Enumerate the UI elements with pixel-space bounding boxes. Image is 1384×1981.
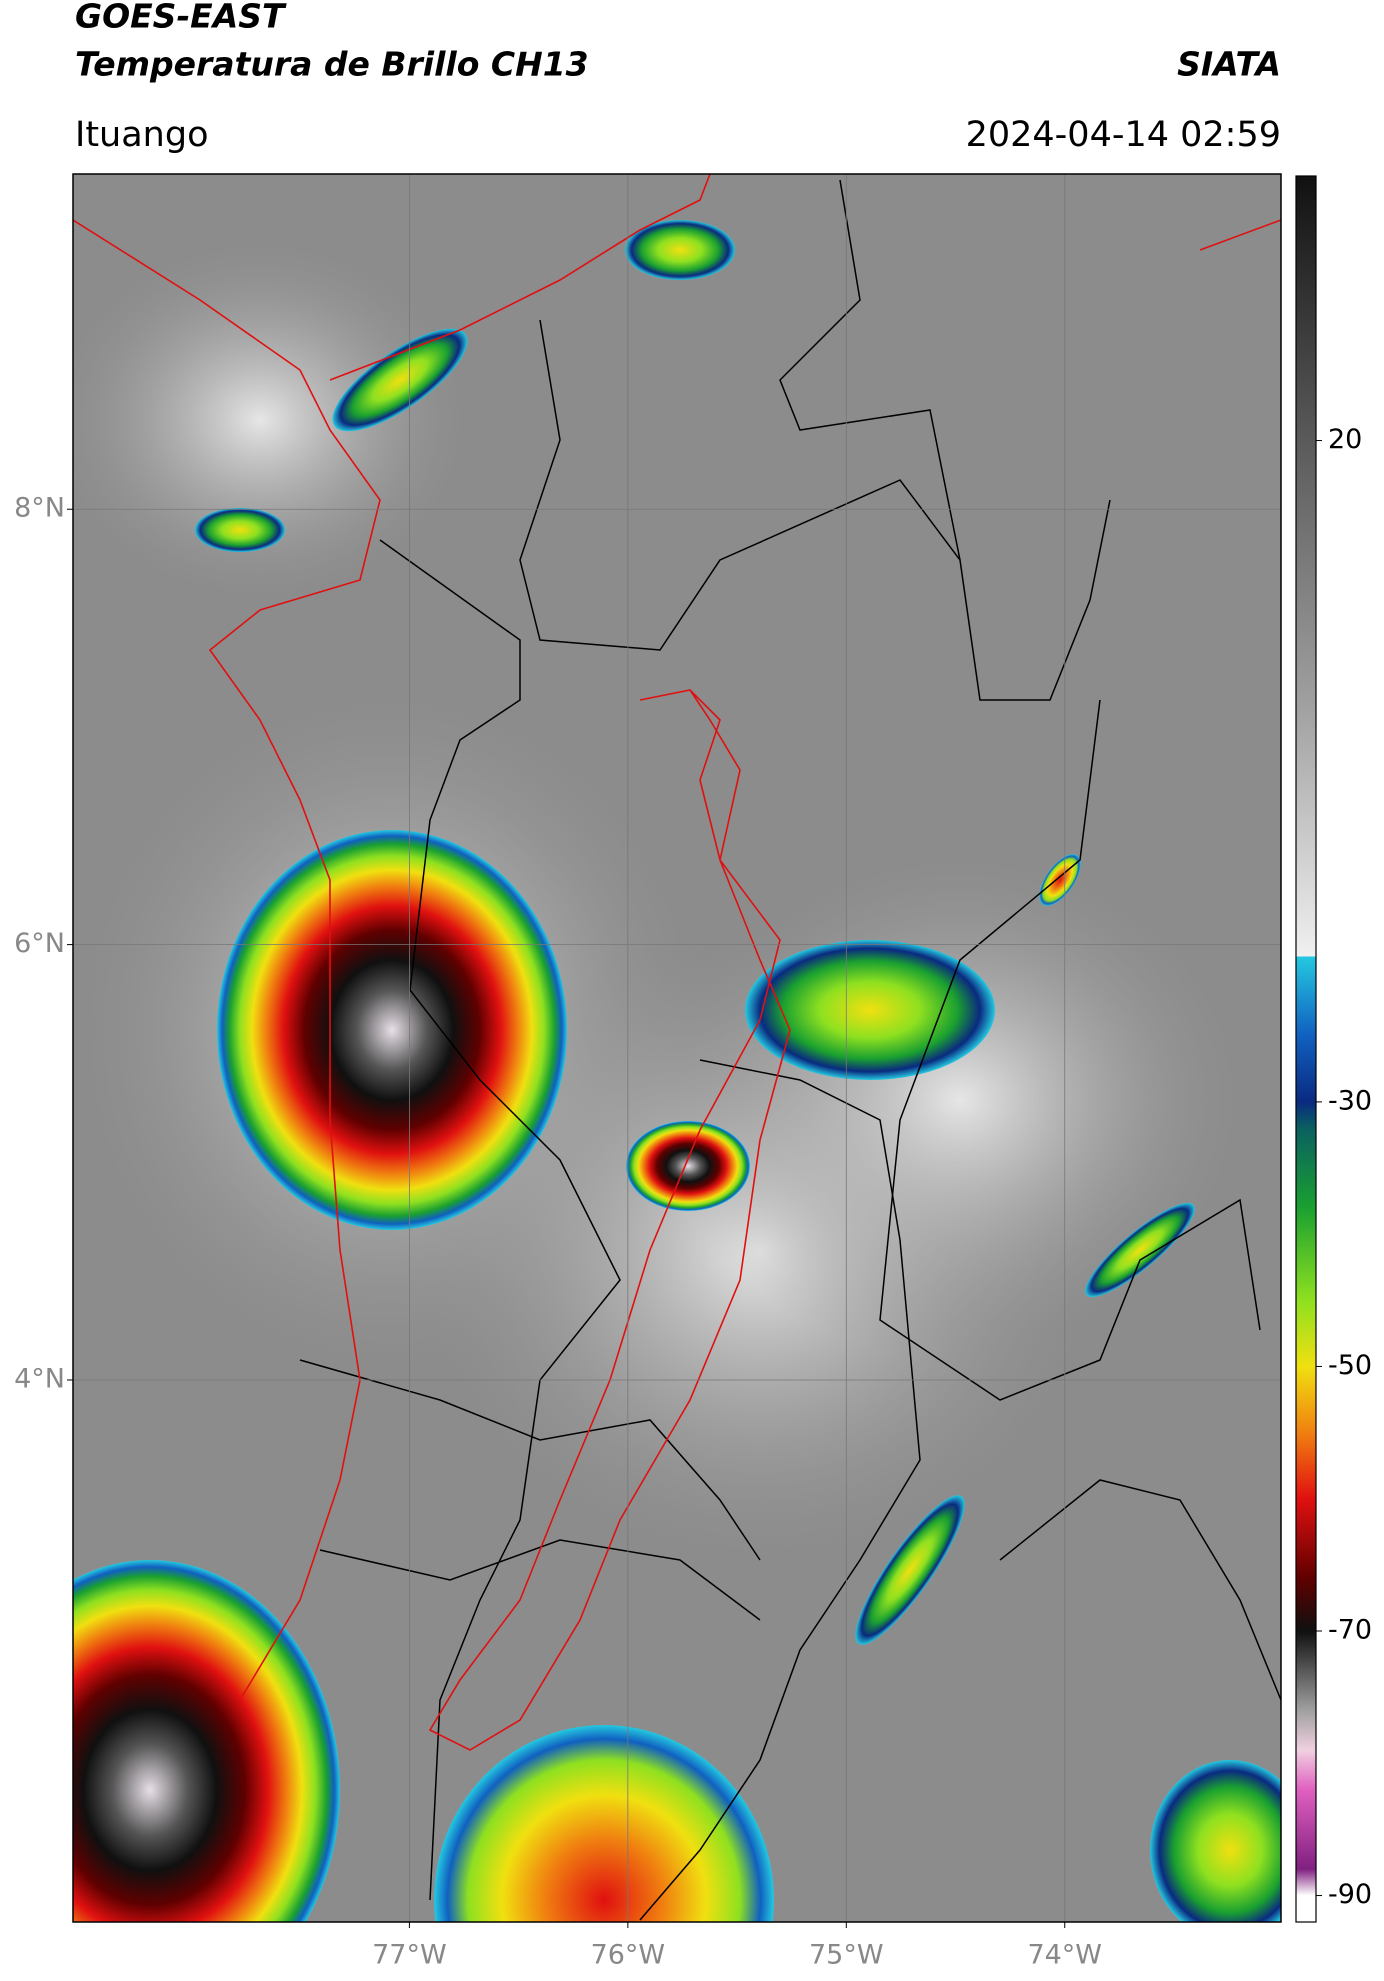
border <box>319 1539 761 1621</box>
subtitle: Temperatura de Brillo CH13 <box>75 45 589 84</box>
basin <box>428 689 791 1751</box>
colorbar-fill <box>1295 175 1317 1923</box>
haze <box>73 230 480 610</box>
storm <box>626 1121 750 1211</box>
borders <box>299 179 1281 1921</box>
colorbar-tick-label: -70 <box>1328 1615 1372 1646</box>
red-boundaries <box>73 174 1281 1751</box>
satellite-image <box>73 174 1281 1922</box>
x-tick-label: 75°W <box>809 1940 884 1971</box>
graticule <box>73 174 1281 1922</box>
border <box>379 539 621 1901</box>
storm <box>195 508 285 552</box>
storm <box>1039 854 1081 906</box>
colorbar-tick-label: -50 <box>1328 1350 1372 1381</box>
storm <box>217 830 567 1230</box>
storm <box>434 1725 774 1922</box>
agency: SIATA <box>1177 45 1281 84</box>
storm <box>1150 1760 1281 1922</box>
datetime: 2024-04-14 02:59 <box>966 115 1281 155</box>
border <box>299 1359 761 1561</box>
x-tick-label: 74°W <box>1027 1940 1102 1971</box>
border <box>639 1059 921 1921</box>
haze <box>660 840 1260 1360</box>
y-tick-label: 6°N <box>14 928 65 959</box>
border <box>999 1479 1281 1701</box>
storm <box>332 328 468 432</box>
y-tick-label: 4°N <box>14 1363 65 1394</box>
border <box>519 319 1111 701</box>
colorbar-tick-label: -30 <box>1328 1085 1372 1116</box>
y-tick-label: 8°N <box>14 493 65 524</box>
map-frame <box>72 173 1282 1923</box>
colorbar-tick-label: 20 <box>1328 424 1362 455</box>
location: Ituango <box>75 115 209 155</box>
storm <box>73 1560 340 1922</box>
storm <box>625 220 735 280</box>
coastline <box>1199 219 1281 251</box>
storm <box>1085 1202 1195 1298</box>
colorbar-tick-label: -90 <box>1328 1879 1372 1910</box>
title: GOES-EAST <box>75 0 287 36</box>
x-tick-label: 76°W <box>591 1940 666 1971</box>
coastline <box>329 174 711 381</box>
colorbar: 20 -30 -50 -70 -90 <box>1295 175 1372 1923</box>
border <box>779 179 961 561</box>
x-tick-label: 77°W <box>372 1940 447 1971</box>
coastline <box>73 219 381 1701</box>
storm <box>855 1495 965 1645</box>
storm <box>745 940 995 1080</box>
border <box>879 699 1261 1401</box>
